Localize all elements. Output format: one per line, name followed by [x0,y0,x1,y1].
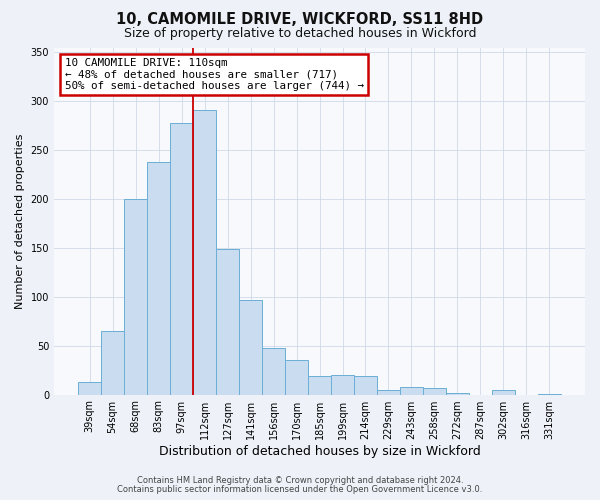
Bar [170,123,193,394]
Bar [400,387,423,394]
X-axis label: Distribution of detached houses by size in Wickford: Distribution of detached houses by size … [158,444,481,458]
Bar [285,360,308,394]
Bar [331,375,354,394]
Bar [377,390,400,394]
Bar [423,388,446,394]
Bar [193,110,216,395]
Bar [354,376,377,394]
Text: Contains HM Land Registry data © Crown copyright and database right 2024.: Contains HM Land Registry data © Crown c… [137,476,463,485]
Bar [124,199,147,394]
Text: Size of property relative to detached houses in Wickford: Size of property relative to detached ho… [124,28,476,40]
Bar [492,390,515,394]
Text: 10, CAMOMILE DRIVE, WICKFORD, SS11 8HD: 10, CAMOMILE DRIVE, WICKFORD, SS11 8HD [116,12,484,28]
Bar [216,249,239,394]
Bar [239,300,262,394]
Bar [78,382,101,394]
Bar [147,162,170,394]
Y-axis label: Number of detached properties: Number of detached properties [15,134,25,308]
Bar [446,392,469,394]
Bar [262,348,285,395]
Bar [101,331,124,394]
Text: 10 CAMOMILE DRIVE: 110sqm
← 48% of detached houses are smaller (717)
50% of semi: 10 CAMOMILE DRIVE: 110sqm ← 48% of detac… [65,58,364,91]
Text: Contains public sector information licensed under the Open Government Licence v3: Contains public sector information licen… [118,485,482,494]
Bar [308,376,331,394]
